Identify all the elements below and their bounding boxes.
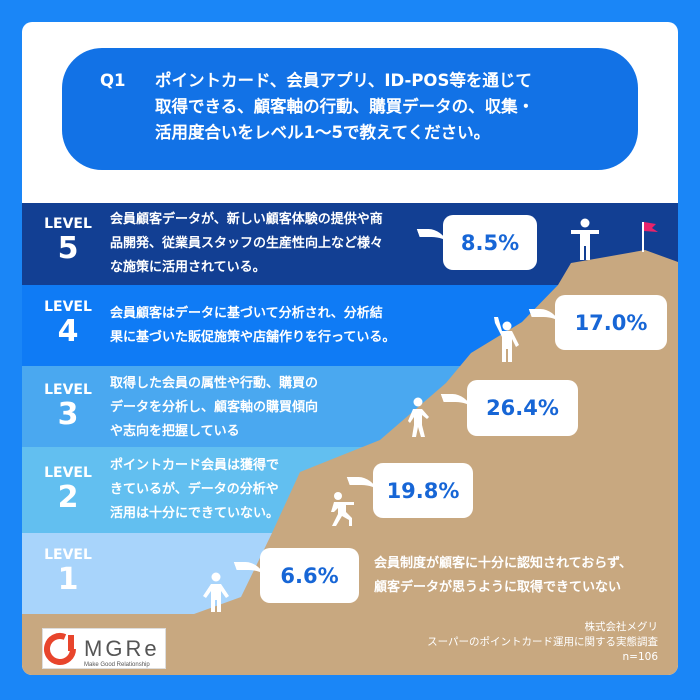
- question-box: Q1 ポイントカード、会員アプリ、ID-POS等を通じて 取得できる、顧客軸の行…: [62, 48, 638, 170]
- person-standing-icon: [203, 572, 229, 612]
- level-5-percent: 8.5%: [443, 215, 537, 270]
- level-4-percent: 17.0%: [555, 295, 667, 350]
- flag-icon: [644, 222, 658, 232]
- person-climbing-icon: [331, 492, 354, 526]
- level-5-description: 会員顧客データが、新しい顧客体験の提供や商 品開発、従業員スタッフの生産性向上など…: [110, 212, 384, 275]
- svg-text:MGRe: MGRe: [84, 636, 160, 661]
- question-line: ポイントカード、会員アプリ、ID-POS等を通じて: [155, 71, 532, 90]
- level-1-description: 会員制度が顧客に十分に認知されておらず、 顧客データが思うように取得できていない: [374, 556, 633, 595]
- level-5-label: LEVEL 5: [44, 216, 92, 266]
- mgre-logo: MGRe Make Good Relationship: [42, 628, 166, 669]
- infographic-card: Q1 ポイントカード、会員アプリ、ID-POS等を通じて 取得できる、顧客軸の行…: [22, 22, 678, 675]
- level-2-label: LEVEL 2: [44, 465, 92, 515]
- level-3-description: 取得した会員の属性や行動、購買の データを分析し、顧客軸の購買傾向 や志向を把握して…: [110, 376, 319, 439]
- person-walking-icon: [408, 397, 429, 437]
- level-4-description: 会員顧客はデータに基づいて分析され、分析結 果に基づいた販促施策や店舗作りを行って…: [110, 306, 396, 345]
- person-arms-out-icon: [571, 218, 599, 260]
- question-line: 活用度合いをレベル1〜5で教えてください。: [155, 123, 491, 142]
- level-2-description: ポイントカード会員は獲得で きているが、データの分析や 活用は十分にできていない。: [110, 458, 280, 521]
- level-4-label: LEVEL 4: [44, 299, 92, 349]
- level-1-label: LEVEL 1: [44, 547, 92, 597]
- source-note: 株式会社メグリ スーパーのポイントカード運用に関する実態調査 n=106: [427, 621, 658, 663]
- level-2-percent: 19.8%: [373, 463, 473, 518]
- person-waving-icon: [494, 317, 519, 362]
- level-1-percent: 6.6%: [260, 548, 359, 603]
- level-3-label: LEVEL 3: [44, 382, 92, 432]
- mountain: [22, 222, 678, 675]
- question-number: Q1: [100, 71, 126, 90]
- svg-text:Make Good Relationship: Make Good Relationship: [84, 662, 150, 668]
- level-3-percent: 26.4%: [467, 380, 578, 436]
- question-line: 取得できる、顧客軸の行動、購買データの、収集・: [155, 97, 535, 116]
